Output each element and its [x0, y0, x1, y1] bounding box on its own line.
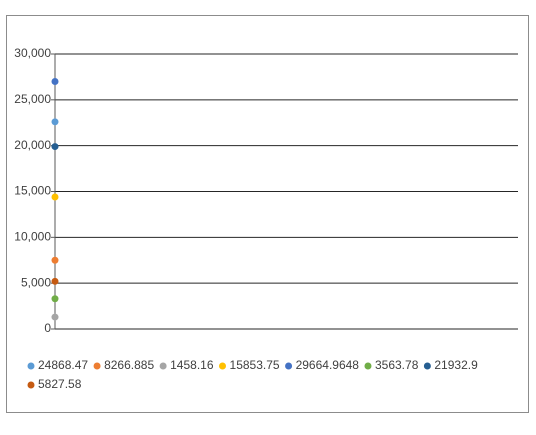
- legend-marker: [93, 362, 101, 370]
- marker: [51, 277, 59, 285]
- legend-marker: [159, 362, 167, 370]
- y-tick-label: 10,000: [14, 230, 51, 244]
- legend-label: 24868.47: [38, 358, 88, 372]
- marker: [51, 295, 59, 303]
- legend-marker: [285, 362, 293, 370]
- y-tick-label: 15,000: [14, 184, 51, 198]
- marker: [51, 313, 59, 321]
- legend-label: 8266.885: [104, 358, 154, 372]
- legend-label: 5827.58: [38, 377, 82, 391]
- marker: [51, 143, 59, 151]
- legend-label: 15853.75: [230, 358, 280, 372]
- legend-marker: [27, 381, 35, 389]
- marker: [51, 118, 59, 126]
- legend-label: 3563.78: [375, 358, 419, 372]
- legend-marker: [364, 362, 372, 370]
- y-tick-label: 20,000: [14, 138, 51, 152]
- legend-marker: [27, 362, 35, 370]
- y-tick-label: 30,000: [14, 46, 51, 60]
- legend-label: 21932.9: [434, 358, 478, 372]
- chart-frame: [6, 15, 529, 413]
- y-tick-label: 25,000: [14, 92, 51, 106]
- legend-marker: [423, 362, 431, 370]
- legend-label: 29664.9648: [296, 358, 360, 372]
- marker: [51, 256, 59, 264]
- legend-label: 1458.16: [170, 358, 214, 372]
- legend-marker: [219, 362, 227, 370]
- y-tick-label: 0: [44, 321, 51, 335]
- marker: [51, 78, 59, 85]
- marker: [51, 193, 59, 201]
- y-tick-label: 5,000: [21, 275, 51, 289]
